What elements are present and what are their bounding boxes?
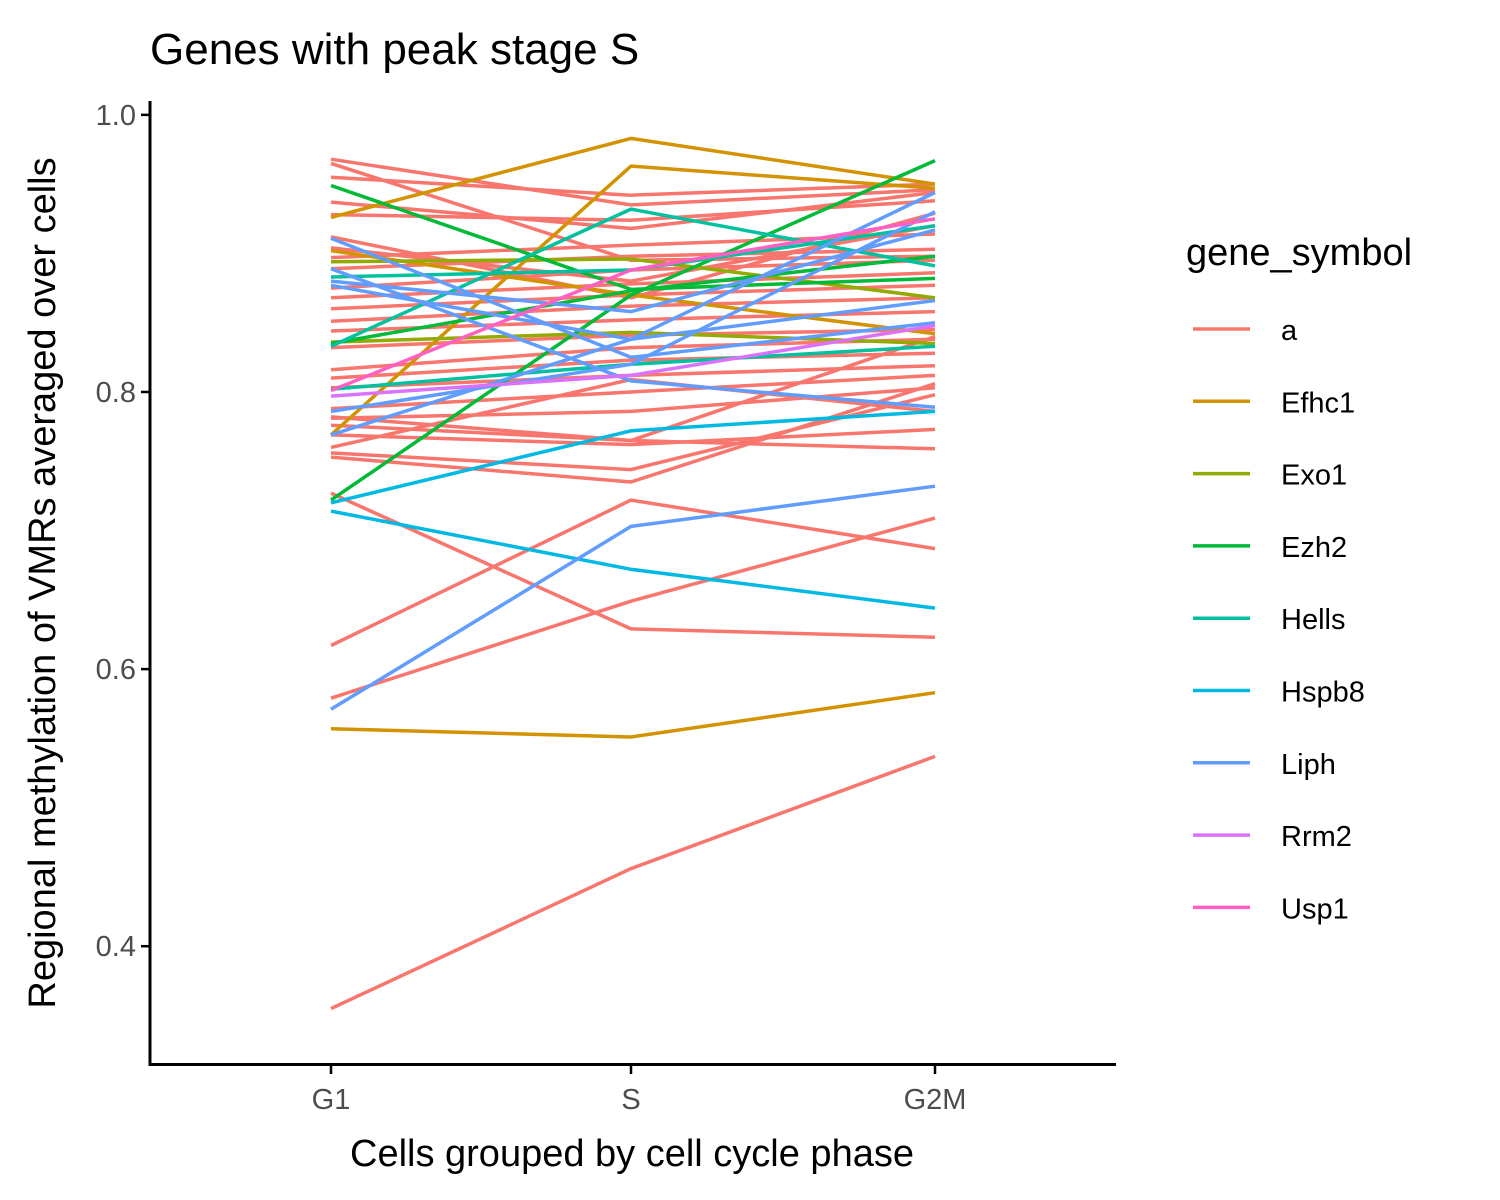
legend-title: gene_symbol (1186, 232, 1412, 274)
series-line-a-8 (330, 386, 936, 421)
series-line-a-25 (330, 175, 936, 197)
legend-label-usp1: Usp1 (1281, 893, 1349, 925)
y-axis-title: Regional methylation of VMRs averaged ov… (22, 157, 64, 1008)
series-line-efhc1-30 (330, 690, 936, 739)
legend-items: a Efhc1 Exo1 Ezh2 Hells Hspb8 Liph Rrm2 Usp1 (1193, 315, 1365, 925)
series-line-a-15 (330, 296, 936, 324)
legend-label-rrm2: Rrm2 (1281, 821, 1352, 853)
y-tick-label: 1.0 (96, 100, 136, 132)
y-tick-label: 0.8 (96, 377, 136, 409)
series-line-efhc1-31 (329, 164, 936, 437)
x-axis-title: Cells grouped by cell cycle phase (350, 1133, 914, 1175)
y-tick-label: 0.6 (96, 654, 136, 686)
series-line-a-3 (330, 491, 936, 639)
series-line-hspb8-43 (330, 409, 936, 505)
series-line-liph-49 (330, 210, 936, 414)
series-line-exo1-34 (330, 257, 936, 300)
series-line-a-21 (330, 223, 936, 283)
x-tick-label: S (621, 1084, 640, 1116)
series-line-a-17 (330, 271, 936, 300)
series-line-liph-48 (330, 298, 936, 437)
legend-label-a: a (1281, 315, 1298, 347)
series-line-hspb8-42 (330, 509, 936, 610)
series-line-a-20 (330, 232, 936, 260)
series-line-a-11 (330, 351, 936, 380)
y-tick-label: 0.4 (96, 931, 136, 963)
series-line-rrm2-51 (330, 323, 936, 398)
series-line-ezh2-36 (330, 158, 936, 502)
series-line-hells-39 (330, 207, 936, 348)
legend-label-liph: Liph (1281, 749, 1336, 781)
legend-label-exo1: Exo1 (1281, 460, 1347, 492)
series-line-liph-45 (330, 236, 936, 360)
series-layer (329, 136, 936, 1011)
series-line-a-5 (330, 393, 936, 472)
x-tick-label: G2M (904, 1084, 967, 1116)
legend-label-hspb8: Hspb8 (1281, 677, 1365, 709)
series-line-a-2 (330, 498, 936, 648)
series-line-a-1 (330, 516, 936, 700)
series-line-liph-44 (330, 484, 936, 711)
x-ticks: G1 S G2M (312, 1064, 967, 1116)
chart-title: Genes with peak stage S (150, 25, 639, 74)
series-line-a-6 (330, 427, 936, 447)
legend: gene_symbol a Efhc1 Exo1 Ezh2 Hells Hspb8 Liph… (1186, 232, 1412, 925)
y-ticks: 0.4 0.6 0.8 1.0 (96, 100, 150, 963)
series-line-liph-50 (330, 228, 936, 314)
series-line-usp1-52 (330, 217, 936, 393)
legend-label-efhc1: Efhc1 (1281, 387, 1355, 419)
series-line-ezh2-38 (330, 254, 936, 346)
legend-label-hells: Hells (1281, 604, 1345, 636)
series-line-efhc1-32 (330, 136, 936, 220)
x-tick-label: G1 (312, 1084, 351, 1116)
legend-label-ezh2: Ezh2 (1281, 532, 1347, 564)
series-line-exo1-35 (330, 330, 936, 346)
series-line-liph-46 (330, 267, 936, 409)
series-line-a-0 (330, 754, 936, 1011)
series-line-a-26 (330, 157, 936, 207)
